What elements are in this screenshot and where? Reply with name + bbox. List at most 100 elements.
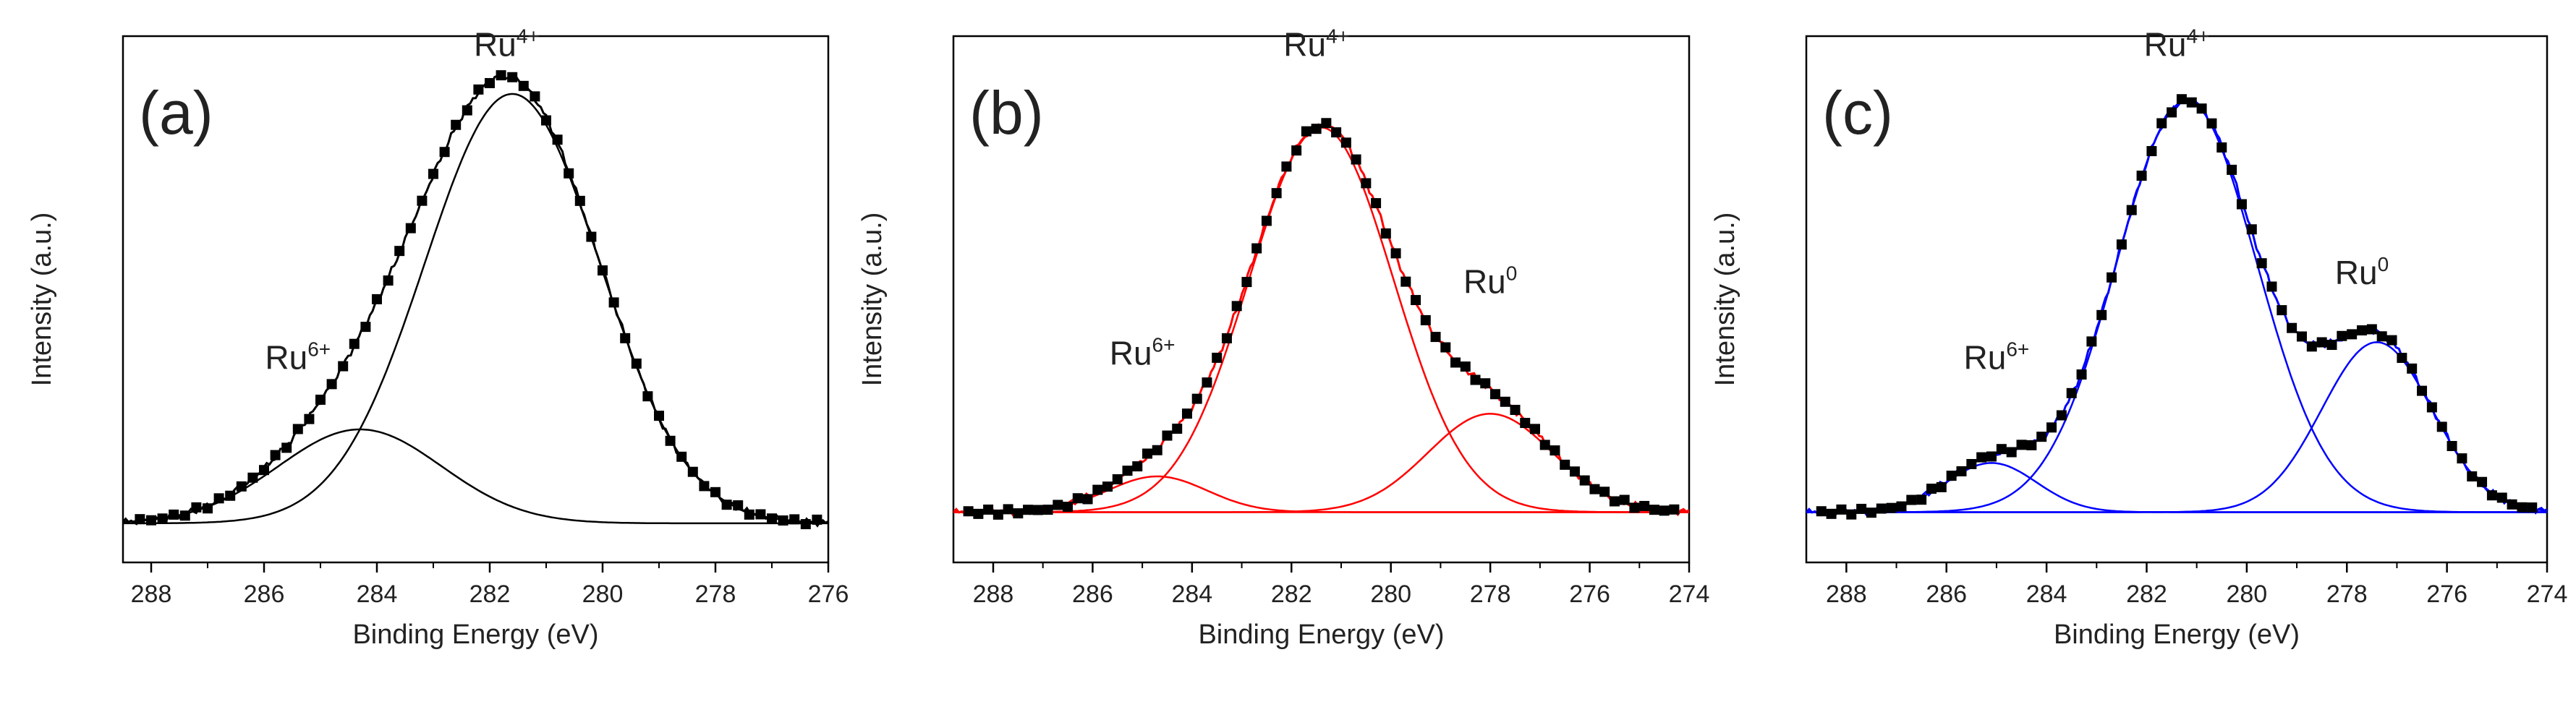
- data-point: [157, 513, 168, 524]
- data-point: [1599, 487, 1610, 497]
- data-point: [2357, 325, 2367, 335]
- data-point: [405, 223, 416, 233]
- peak-component-ru0: [953, 413, 1689, 513]
- data-point: [326, 379, 337, 390]
- data-point: [1826, 508, 1837, 519]
- data-point: [2016, 440, 2027, 450]
- data-point: [778, 515, 788, 526]
- x-tick-label: 286: [244, 580, 285, 608]
- data-point: [812, 514, 822, 525]
- y-axis-title: Intensity (a.u.): [1710, 213, 1740, 387]
- data-point: [1351, 154, 1361, 165]
- data-point: [2527, 502, 2538, 513]
- data-point: [2246, 224, 2257, 235]
- x-axis-title: Binding Energy (eV): [352, 620, 598, 650]
- x-tick-label: 284: [357, 580, 398, 608]
- peak-component-ru6plus: [1806, 462, 2547, 513]
- peak-label: Ru0: [1463, 262, 1517, 300]
- data-point: [2366, 324, 2377, 335]
- data-point: [496, 70, 506, 81]
- data-point: [2236, 199, 2247, 210]
- data-point: [2206, 118, 2217, 129]
- peak-label: Ru4+: [474, 25, 540, 63]
- fit-envelope: [1806, 96, 2547, 518]
- data-point: [2186, 97, 2197, 108]
- x-tick-label: 280: [582, 580, 624, 608]
- data-point: [1966, 458, 1977, 469]
- data-point: [281, 442, 292, 453]
- data-point: [2227, 164, 2237, 175]
- data-point: [225, 490, 236, 501]
- data-point: [2116, 239, 2127, 250]
- data-point: [2496, 492, 2507, 503]
- data-point: [1986, 451, 1997, 462]
- x-tick-label: 288: [1826, 580, 1867, 608]
- data-point: [620, 333, 631, 343]
- data-point: [1529, 424, 1540, 434]
- x-tick-label: 282: [1271, 580, 1312, 608]
- data-point: [1172, 424, 1183, 434]
- data-point: [1629, 502, 1640, 513]
- data-point: [2146, 146, 2157, 157]
- data-point: [1560, 459, 1570, 470]
- data-point: [1032, 505, 1043, 515]
- x-tick-label: 276: [808, 580, 849, 608]
- data-point: [439, 147, 450, 158]
- data-point: [710, 487, 720, 497]
- data-point: [2517, 502, 2528, 513]
- chart-panel-2: 288 286 284 282 280 278 276 274 Binding Energy (…: [857, 25, 1709, 650]
- data-point: [213, 493, 224, 504]
- data-point: [2426, 402, 2437, 413]
- data-point: [1926, 484, 1937, 494]
- data-point: [236, 481, 247, 492]
- x-axis-title: Binding Energy (eV): [2054, 620, 2300, 650]
- x-tick-label: 278: [2326, 580, 2368, 608]
- data-point: [2056, 410, 2067, 421]
- data-point: [1181, 408, 1192, 419]
- data-point: [1886, 502, 1897, 513]
- data-point: [1906, 494, 1917, 505]
- y-axis-title: Intensity (a.u.): [27, 213, 57, 387]
- data-point: [451, 119, 462, 130]
- data-point: [789, 514, 800, 525]
- data-point: [360, 322, 371, 333]
- data-point: [1659, 505, 1670, 516]
- data-point: [1836, 504, 1847, 515]
- data-point: [507, 72, 518, 82]
- data-point: [2287, 322, 2297, 333]
- data-point: [1361, 178, 1372, 189]
- data-point: [1956, 466, 1967, 476]
- data-point: [247, 472, 258, 483]
- data-point: [983, 504, 994, 515]
- data-point: [2306, 341, 2317, 352]
- x-tick-label: 280: [2226, 580, 2267, 608]
- data-point: [1301, 126, 1312, 137]
- data-point: [1916, 494, 1927, 505]
- data-point: [1550, 445, 1560, 456]
- data-point: [1816, 506, 1827, 517]
- data-point: [1122, 466, 1133, 476]
- plot-frame: [1805, 35, 2549, 564]
- data-point: [1042, 505, 1053, 515]
- data-point: [1112, 474, 1123, 485]
- data-point: [1440, 342, 1451, 353]
- data-point: [1202, 377, 1212, 388]
- data-point: [1191, 393, 1202, 404]
- data-point: [676, 451, 687, 462]
- data-point: [1072, 493, 1083, 504]
- plot-frame: [122, 35, 830, 564]
- data-point: [1520, 418, 1531, 429]
- data-point: [687, 466, 698, 477]
- data-point: [992, 509, 1003, 520]
- peak-component-ru0: [1806, 341, 2547, 513]
- peak-component-ru4plus: [953, 127, 1689, 513]
- data-point: [292, 424, 303, 434]
- data-point: [304, 414, 315, 424]
- data-point: [1221, 333, 1232, 343]
- data-point: [1291, 145, 1302, 156]
- data-point: [1311, 124, 1322, 134]
- data-point: [2107, 272, 2117, 283]
- data-point: [1241, 277, 1252, 288]
- data-point: [2447, 440, 2457, 451]
- data-point: [2167, 107, 2177, 118]
